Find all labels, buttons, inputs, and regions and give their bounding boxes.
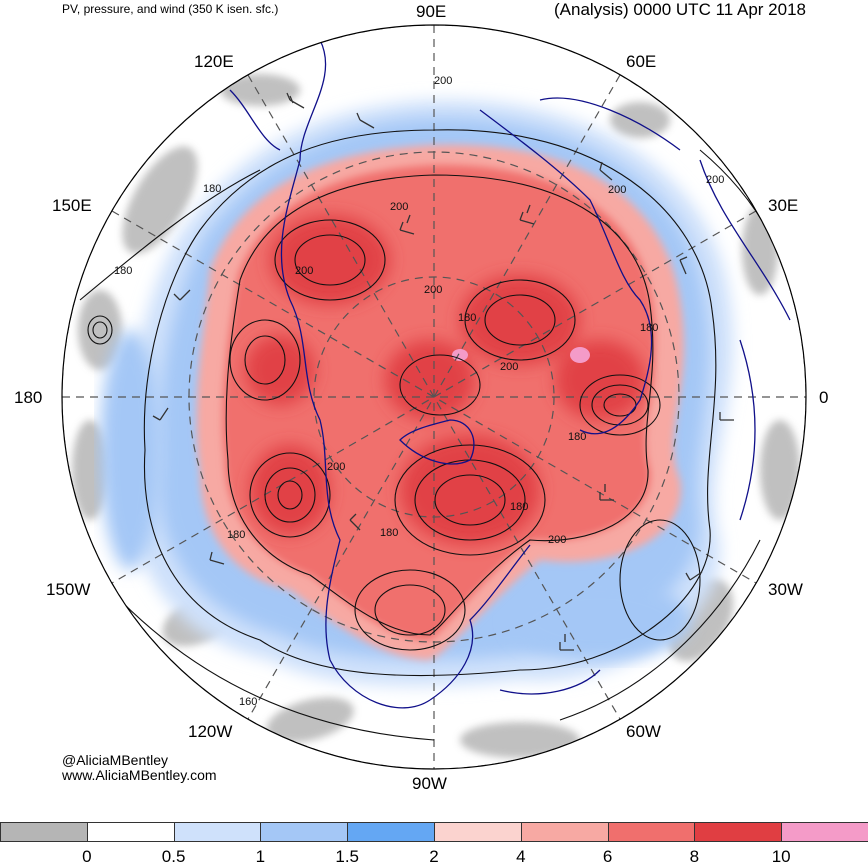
colorbar-segment: [434, 822, 522, 842]
colorbar-segment: [0, 822, 88, 842]
polar-map: 200 180 200 180 200 200 180 200 200 180 …: [61, 24, 807, 770]
contour-label: 200: [390, 201, 408, 213]
colorbar-segment: [694, 822, 783, 842]
contour-label: 180: [203, 183, 221, 195]
colorbar-tick-label: 4: [516, 847, 526, 866]
credit-website: www.AliciaMBentley.com: [62, 767, 217, 783]
contour-label: 200: [706, 174, 724, 186]
lon-label-150w: 150W: [46, 580, 91, 599]
contour-label: 200: [295, 265, 313, 277]
colorbar-segment: [607, 822, 696, 842]
credit-handle: @AliciaMBentley: [62, 752, 169, 768]
contour-label: 180: [510, 501, 528, 513]
contour-label: 200: [434, 75, 452, 87]
contour-label: 180: [458, 312, 476, 324]
contour-label: 200: [500, 361, 518, 373]
colorbar-segment: [86, 822, 175, 842]
colorbar-segment: [781, 822, 868, 842]
lon-label-30w: 30W: [768, 580, 803, 599]
colorbar-tick-label: 0.5: [161, 847, 186, 866]
colorbar-tick-label: 0: [82, 847, 92, 866]
colorbar-tick-label: 2: [429, 847, 439, 866]
wind-barbs: [152, 92, 734, 651]
lon-label-60e: 60E: [626, 52, 657, 71]
contour-label: 200: [327, 461, 345, 473]
lon-label-150e: 150E: [52, 196, 92, 215]
lon-label-120e: 120E: [194, 52, 234, 71]
map-title: (Analysis) 0000 UTC 11 Apr 2018: [554, 0, 806, 19]
colorbar-segment: [347, 822, 435, 842]
lon-label-60w: 60W: [626, 722, 661, 741]
lon-label-180: 180: [14, 388, 43, 407]
contour-label: 180: [640, 322, 658, 334]
contour-label: 200: [424, 284, 442, 296]
contour-label: 180: [227, 529, 245, 541]
colorbar-tick-label: 6: [602, 847, 613, 866]
contour-label: 180: [568, 431, 586, 443]
map-subtitle: PV, pressure, and wind (350 K isen. sfc.…: [62, 2, 279, 16]
contour-label: 200: [548, 534, 566, 546]
colorbar-segment: [520, 822, 609, 842]
contour-label: 180: [114, 265, 132, 277]
contour-label: 160: [239, 696, 257, 708]
lon-label-90e: 90E: [416, 2, 447, 21]
colorbar-segment: [173, 822, 262, 842]
lon-label-30e: 30E: [768, 196, 799, 215]
colorbar-tick-label: 1: [255, 847, 266, 866]
map-border: [61, 24, 807, 770]
colorbar-tick-label: 1.5: [335, 847, 360, 866]
graticule: [62, 25, 806, 769]
contour-label: 180: [380, 527, 398, 539]
contour-labels: 200 180 200 180 200 200 180 200 200 180 …: [114, 75, 724, 708]
colorbar-tick-label: 8: [689, 847, 700, 866]
colorbar-segment: [260, 822, 349, 842]
coastlines: [229, 39, 791, 709]
colorbar: [0, 822, 868, 844]
colorbar-tick-label: 10: [771, 847, 791, 866]
lon-label-0: 0: [819, 388, 829, 407]
lon-label-90w: 90W: [412, 774, 447, 793]
lon-label-120w: 120W: [188, 722, 233, 741]
contour-label: 200: [608, 184, 626, 196]
